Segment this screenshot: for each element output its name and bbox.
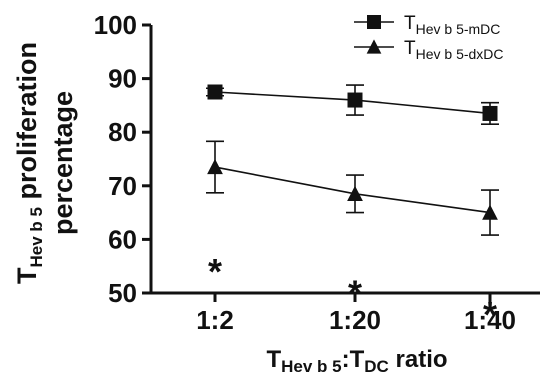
significance-annotation: * xyxy=(348,273,362,314)
x-axis-title-sub2: DC xyxy=(364,357,389,376)
y-tick-label: 60 xyxy=(108,224,137,254)
legend-marker-1 xyxy=(367,15,381,29)
axes: 50 60 70 80 90 100 1:2 1:20 1:40 xyxy=(94,10,540,335)
x-tick-label: 1:40 xyxy=(464,305,516,335)
data-point-1 xyxy=(207,84,223,100)
y-tick-label: 80 xyxy=(108,117,137,147)
x-axis-title: THev b 5:TDC ratio xyxy=(266,346,447,376)
x-axis-title-word: ratio xyxy=(396,346,448,373)
y-axis-title-t: T xyxy=(12,267,42,284)
legend-label-2: THev b 5-dxDC xyxy=(404,38,504,62)
chart-marks: * * * xyxy=(206,84,499,335)
y-tick-label: 90 xyxy=(108,64,137,94)
series-line-2 xyxy=(214,166,491,214)
y-axis-title-line2: percentage xyxy=(48,91,78,235)
data-point-2 xyxy=(347,185,363,201)
y-tick-label: 50 xyxy=(108,278,137,308)
legend-label-1: THev b 5-mDC xyxy=(404,13,500,37)
significance-annotation: * xyxy=(483,294,497,335)
x-tick-label: 1:20 xyxy=(329,305,381,335)
legend-marker-2 xyxy=(366,39,382,54)
data-point-2 xyxy=(207,158,223,175)
x-tick-label: 1:2 xyxy=(196,305,234,335)
data-point-1 xyxy=(482,105,498,121)
data-point-2 xyxy=(482,204,498,220)
y-axis-title-sub: Hev b 5 xyxy=(27,207,46,267)
y-axis-title-word: proliferation xyxy=(12,42,42,200)
significance-annotation: * xyxy=(208,251,222,292)
data-point-1 xyxy=(347,92,363,108)
x-axis-title-sub1: Hev b 5 xyxy=(281,357,341,376)
svg-text:THev b 5 proliferation: THev b 5 proliferation xyxy=(12,42,46,284)
x-axis-title-t2: :T xyxy=(342,346,365,373)
x-axis-title-t1: T xyxy=(266,346,281,373)
y-tick-label: 70 xyxy=(108,171,137,201)
y-tick-label: 100 xyxy=(94,10,137,40)
y-axis-title: THev b 5 proliferation percentage xyxy=(12,42,78,284)
